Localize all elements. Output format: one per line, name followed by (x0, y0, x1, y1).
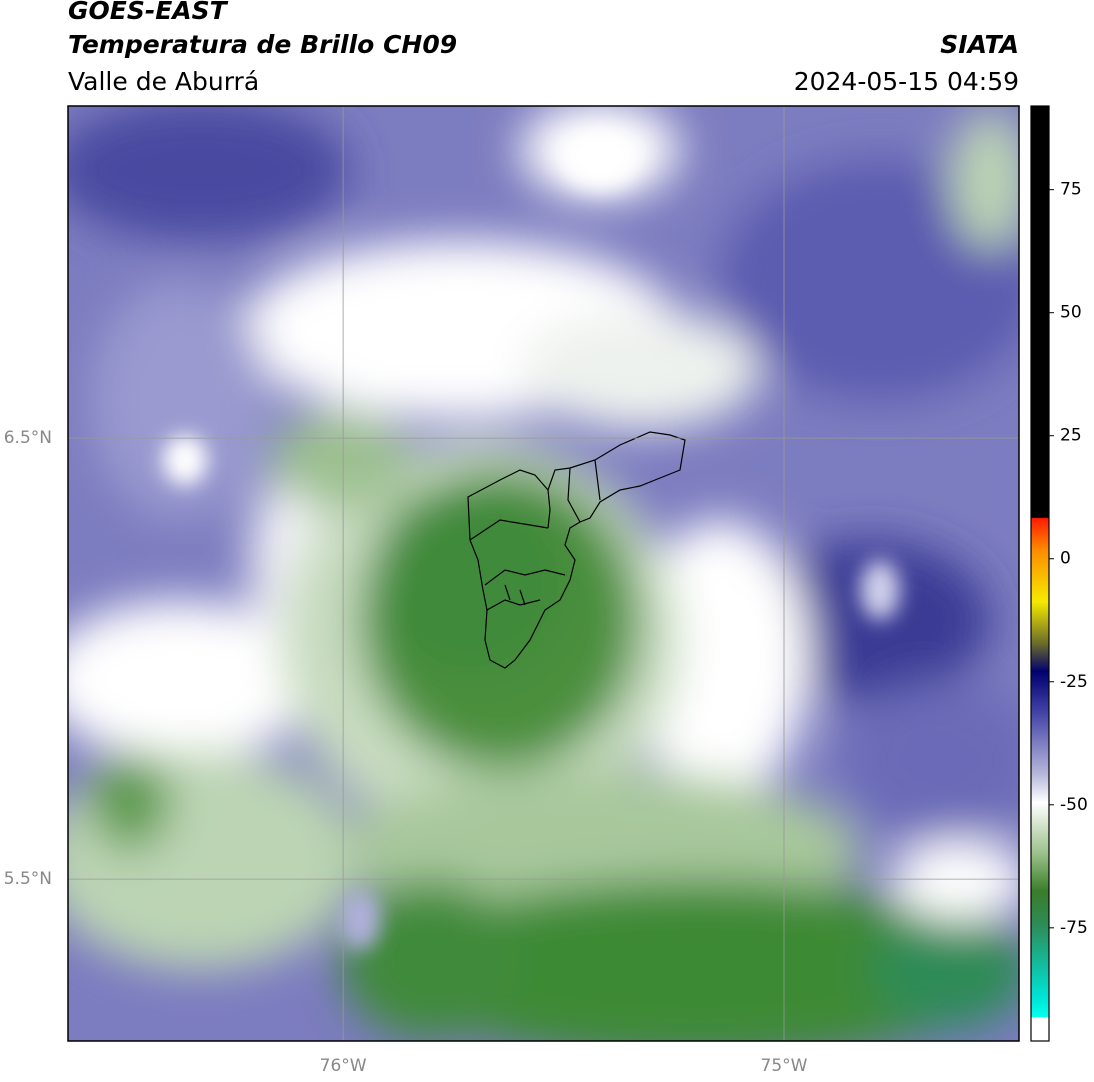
agency: SIATA (940, 30, 1019, 59)
colorbar-tick-label: 75 (1060, 180, 1082, 200)
colorbar-tick-label: 0 (1060, 549, 1071, 569)
colorbar-tick-label: 25 (1060, 426, 1082, 446)
region: Valle de Aburrá (68, 67, 259, 96)
y-tick-label: 6.5°N (4, 428, 52, 448)
satellite: GOES-EAST (68, 0, 229, 25)
product: Temperatura de Brillo CH09 (68, 30, 457, 59)
brightness-field (68, 106, 1019, 1041)
x-tick-label: 75°W (761, 1056, 808, 1076)
colorbar-tick-label: -75 (1060, 918, 1088, 938)
colorbar-tick-label: -25 (1060, 672, 1088, 692)
datetime: 2024-05-15 04:59 (794, 67, 1019, 96)
y-tick-label: 5.5°N (4, 869, 52, 889)
colorbar (1030, 105, 1050, 1042)
colorbar-tick-label: 50 (1060, 303, 1082, 323)
colorbar-tick-label: -50 (1060, 795, 1088, 815)
map-frame (67, 105, 1020, 1042)
municipality-boundaries (467, 431, 686, 669)
x-tick-label: 76°W (320, 1056, 367, 1076)
